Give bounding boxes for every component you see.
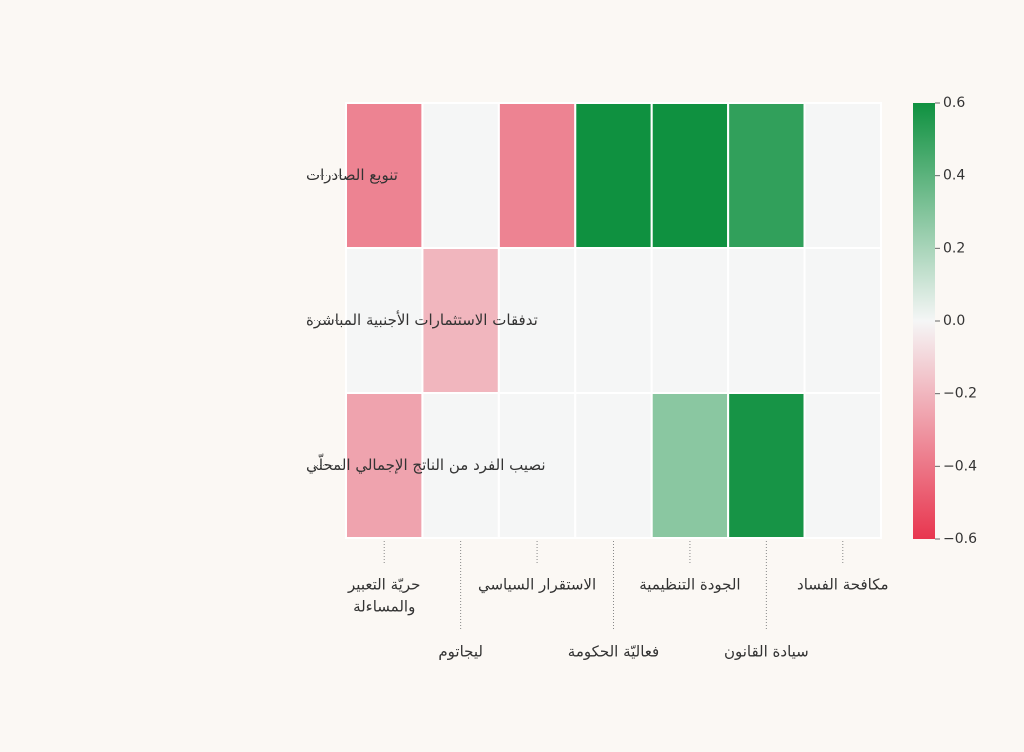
heatmap-cell <box>803 392 882 539</box>
heatmap-cell <box>421 392 500 539</box>
heatmap-cell <box>345 247 424 394</box>
heatmap-cell <box>803 247 882 394</box>
heatmap-cell <box>574 392 653 539</box>
heatmap-cell <box>727 247 806 394</box>
colorbar-tick-label: −0.6 <box>943 531 977 547</box>
heatmap-cell <box>650 392 730 539</box>
colorbar: 0.6 0.4 0.2 0.0 −0.2 −0.4 −0.6 <box>913 95 977 547</box>
heatmap-cell <box>574 247 653 394</box>
heatmap-cell <box>650 102 730 249</box>
colorbar-tick-label: −0.4 <box>943 458 977 474</box>
heatmap-cell <box>650 247 730 394</box>
column-label: حريّة التعبير <box>347 576 420 594</box>
heatmap-cell <box>421 102 500 249</box>
column-label: ليجاتوم <box>438 643 483 661</box>
colorbar-tick-label: −0.2 <box>943 386 977 402</box>
colorbar-tick-label: 0.6 <box>943 95 965 111</box>
heatmap-cell <box>727 102 806 249</box>
row-label: تنويع الصادرات <box>306 166 398 184</box>
colorbar-tick-label: 0.2 <box>943 240 965 256</box>
heatmap-cell <box>574 102 653 249</box>
heatmap-cells <box>345 102 882 539</box>
column-label: سيادة القانون <box>724 643 809 661</box>
heatmap-cell <box>345 102 424 249</box>
row-label: نصيب الفرد من الناتج الإجمالي المحلّي <box>306 454 546 475</box>
column-label: والمساءلة <box>353 598 415 616</box>
heatmap-cell <box>803 102 882 249</box>
column-label: فعاليّة الحكومة <box>568 643 659 661</box>
column-label: الجودة التنظيمية <box>639 576 740 594</box>
column-label: مكافحة الفساد <box>797 576 889 594</box>
colorbar-gradient <box>913 103 935 539</box>
heatmap-cell <box>497 102 577 249</box>
column-labels: حريّة التعبير والمساءلة ليجاتوم الاستقرار ا… <box>347 541 889 661</box>
heatmap-cell <box>497 247 577 394</box>
colorbar-tick-label: 0.4 <box>943 168 965 184</box>
row-labels: تنويع الصادرات تدفقات الاستثمارات الأجنبي… <box>306 166 546 475</box>
row-label: تدفقات الاستثمارات الأجنبية المباشرة <box>306 310 538 329</box>
heatmap-cell <box>727 392 806 539</box>
heatmap-cell <box>497 392 577 539</box>
column-label: الاستقرار السياسي <box>478 576 596 595</box>
colorbar-tick-label: 0.0 <box>943 313 965 329</box>
